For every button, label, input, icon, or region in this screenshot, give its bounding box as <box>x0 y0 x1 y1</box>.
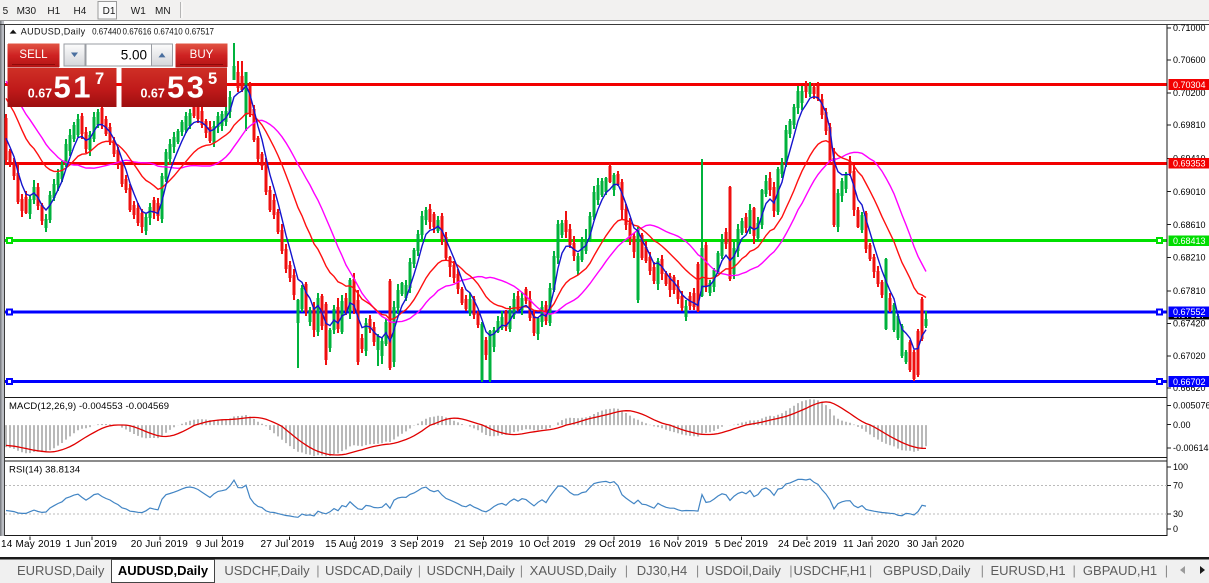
svg-text:30: 30 <box>1173 509 1183 519</box>
svg-text:EURUSD,H1: EURUSD,H1 <box>990 563 1065 578</box>
svg-text:24 Dec 2019: 24 Dec 2019 <box>778 539 837 550</box>
svg-text:BUY: BUY <box>190 49 214 61</box>
svg-text:0.67517: 0.67517 <box>185 27 214 37</box>
svg-text:XAUUSD,Daily: XAUUSD,Daily <box>530 563 617 578</box>
svg-text:3 Sep 2019: 3 Sep 2019 <box>391 539 444 550</box>
svg-text:11 Jan 2020: 11 Jan 2020 <box>843 539 900 550</box>
svg-text:5: 5 <box>208 70 217 88</box>
svg-text:USDCHF,H1: USDCHF,H1 <box>794 563 867 578</box>
svg-text:H1: H1 <box>47 6 60 17</box>
svg-text:0.71000: 0.71000 <box>1173 23 1206 33</box>
svg-text:0.67410: 0.67410 <box>154 27 183 37</box>
svg-text:0.00: 0.00 <box>1173 420 1191 430</box>
svg-text:5: 5 <box>3 6 9 17</box>
svg-text:0.67: 0.67 <box>28 87 52 101</box>
svg-text:D1: D1 <box>103 6 116 17</box>
svg-text:0.68610: 0.68610 <box>1173 220 1206 230</box>
svg-text:|: | <box>981 563 984 578</box>
svg-text:USDCNH,Daily: USDCNH,Daily <box>427 563 516 578</box>
svg-text:W1: W1 <box>131 6 146 17</box>
svg-text:USDCAD,Daily: USDCAD,Daily <box>325 563 413 578</box>
svg-text:0.70600: 0.70600 <box>1173 55 1206 65</box>
svg-text:100: 100 <box>1173 462 1188 472</box>
svg-text:MN: MN <box>155 6 171 17</box>
svg-text:7: 7 <box>95 70 104 88</box>
svg-text:10 Oct 2019: 10 Oct 2019 <box>519 539 576 550</box>
svg-text:MACD(12,26,9) -0.004553 -0.004: MACD(12,26,9) -0.004553 -0.004569 <box>9 401 169 412</box>
svg-text:0.67440: 0.67440 <box>92 27 121 37</box>
svg-text:15 Aug 2019: 15 Aug 2019 <box>325 539 384 550</box>
svg-text:0.68210: 0.68210 <box>1173 253 1206 263</box>
svg-text:27 Jul 2019: 27 Jul 2019 <box>261 539 315 550</box>
svg-text:EURUSD,Daily: EURUSD,Daily <box>17 563 105 578</box>
svg-text:20 Jun 2019: 20 Jun 2019 <box>131 539 188 550</box>
svg-text:0.67810: 0.67810 <box>1173 286 1206 296</box>
svg-text:M30: M30 <box>17 6 37 17</box>
svg-text:0.68413: 0.68413 <box>1173 236 1206 246</box>
svg-text:0.67020: 0.67020 <box>1173 351 1206 361</box>
svg-text:51: 51 <box>54 70 93 105</box>
svg-text:|: | <box>316 563 319 578</box>
svg-text:|: | <box>696 563 699 578</box>
svg-text:GBPAUD,H1: GBPAUD,H1 <box>1083 563 1157 578</box>
svg-text:GBPUSD,Daily: GBPUSD,Daily <box>883 563 971 578</box>
svg-text:AUDUSD,Daily: AUDUSD,Daily <box>21 27 86 37</box>
svg-text:|: | <box>418 563 421 578</box>
svg-text:53: 53 <box>167 70 206 105</box>
svg-text:14 May 2019: 14 May 2019 <box>1 539 61 550</box>
svg-text:21 Sep 2019: 21 Sep 2019 <box>454 539 513 550</box>
svg-text:16 Nov 2019: 16 Nov 2019 <box>649 539 708 550</box>
svg-text:0.70304: 0.70304 <box>1173 80 1206 90</box>
svg-text:|: | <box>625 563 628 578</box>
svg-text:0.66702: 0.66702 <box>1173 377 1206 387</box>
svg-text:0: 0 <box>1173 524 1178 534</box>
svg-text:0.67: 0.67 <box>141 87 165 101</box>
svg-text:RSI(14) 38.8134: RSI(14) 38.8134 <box>9 465 80 476</box>
svg-text:0.67420: 0.67420 <box>1173 319 1206 329</box>
svg-text:USDCHF,Daily: USDCHF,Daily <box>224 563 310 578</box>
svg-text:|: | <box>869 563 872 578</box>
svg-text:0.69010: 0.69010 <box>1173 187 1206 197</box>
svg-text:0.67616: 0.67616 <box>123 27 152 37</box>
svg-text:0.69353: 0.69353 <box>1173 159 1206 169</box>
svg-text:0.70200: 0.70200 <box>1173 88 1206 98</box>
svg-text:5.00: 5.00 <box>121 48 147 63</box>
svg-text:1 Jun 2019: 1 Jun 2019 <box>66 539 118 550</box>
svg-text:AUDUSD,Daily: AUDUSD,Daily <box>118 563 209 578</box>
svg-text:H4: H4 <box>74 6 87 17</box>
svg-text:|: | <box>1073 563 1076 578</box>
svg-text:-0.006148: -0.006148 <box>1173 443 1209 453</box>
svg-text:|: | <box>520 563 523 578</box>
svg-text:0.69810: 0.69810 <box>1173 120 1206 130</box>
svg-text:70: 70 <box>1173 481 1183 491</box>
svg-text:USDOil,Daily: USDOil,Daily <box>705 563 781 578</box>
svg-text:SELL: SELL <box>19 49 48 61</box>
svg-text:5 Dec 2019: 5 Dec 2019 <box>715 539 768 550</box>
svg-text:0.005076: 0.005076 <box>1173 401 1209 411</box>
svg-text:0.66620: 0.66620 <box>1173 383 1206 393</box>
svg-text:|: | <box>789 563 792 578</box>
svg-text:30 Jan 2020: 30 Jan 2020 <box>907 539 964 550</box>
svg-text:0.67552: 0.67552 <box>1173 307 1206 317</box>
svg-text:29 Oct 2019: 29 Oct 2019 <box>585 539 642 550</box>
svg-text:DJ30,H4: DJ30,H4 <box>637 563 688 578</box>
svg-text:9 Jul 2019: 9 Jul 2019 <box>196 539 244 550</box>
svg-text:|: | <box>1165 563 1168 578</box>
